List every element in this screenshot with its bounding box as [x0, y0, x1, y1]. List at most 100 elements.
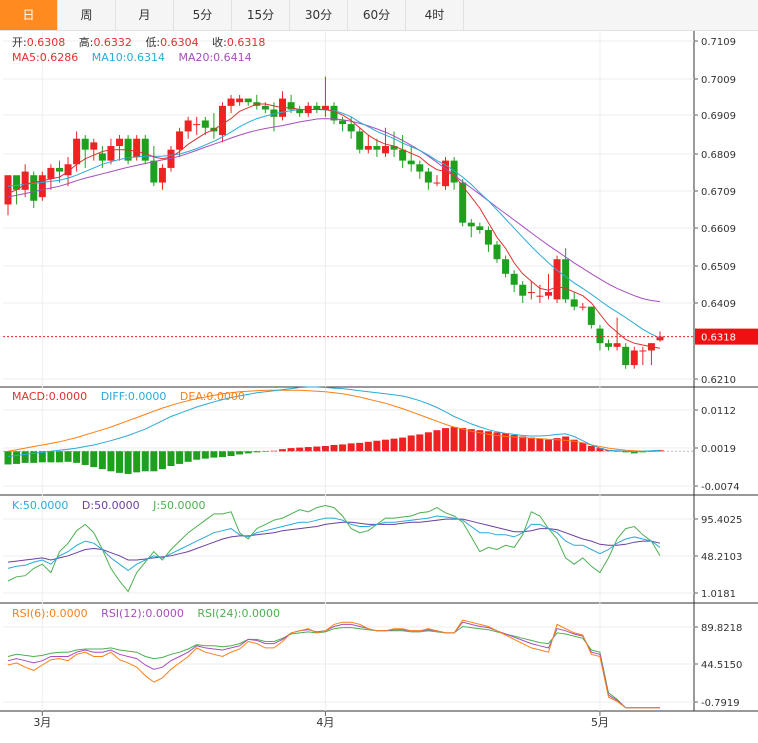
candle-body	[596, 328, 604, 344]
tab-period[interactable]: 周	[58, 0, 116, 30]
candle-body	[158, 167, 166, 183]
macd-histogram-bar	[98, 451, 106, 470]
macd-histogram-bar	[476, 430, 484, 452]
macd-histogram-bar	[630, 451, 638, 454]
candle-body	[433, 182, 441, 184]
dea-label: DEA:	[179, 390, 207, 403]
macd-histogram-bar	[167, 451, 175, 467]
candle-body	[510, 273, 518, 285]
candle-body	[347, 124, 355, 132]
candle-body	[244, 98, 252, 103]
candle-body	[484, 229, 492, 245]
candle-body	[630, 350, 638, 366]
candle-body	[201, 120, 209, 128]
candle-body	[544, 292, 552, 296]
candle-body	[467, 222, 475, 227]
macd-histogram-bar	[47, 451, 55, 463]
candle-body	[81, 138, 89, 150]
rsi-tick-label: 89.8218	[701, 623, 742, 634]
k-line	[7, 515, 661, 572]
candle-body	[562, 259, 570, 300]
macd-histogram-bar	[510, 434, 518, 452]
macd-histogram-bar	[502, 433, 510, 452]
ohlc-legend: 开:0.6308 高:0.6332 低:0.6304 收:0.6318	[12, 34, 275, 50]
price-tick-label: 0.7009	[701, 75, 736, 86]
tab-period[interactable]: 15分	[232, 0, 290, 30]
d-line	[7, 518, 661, 563]
macd-histogram-bar	[30, 451, 38, 463]
candle-body	[296, 109, 304, 114]
tab-period[interactable]: 30分	[290, 0, 348, 30]
price-tick-label: 0.6909	[701, 111, 736, 122]
macd-histogram-bar	[562, 436, 570, 452]
tab-period[interactable]: 5分	[174, 0, 232, 30]
candle-body	[553, 259, 561, 300]
macd-histogram-bar	[613, 451, 621, 452]
d-value: 50.0000	[94, 499, 140, 512]
candle-body	[47, 167, 55, 179]
candle-body	[141, 138, 149, 161]
rsi12-value: 0.0000	[145, 607, 184, 620]
macd-histogram-bar	[116, 451, 124, 473]
rsi12-line	[7, 621, 660, 709]
macd-histogram-bar	[587, 446, 595, 452]
rsi6-line	[7, 619, 660, 709]
candle-body	[399, 149, 407, 161]
ma10-value: 0.6314	[126, 51, 165, 64]
candle-body	[536, 295, 544, 297]
macd-histogram-bar	[21, 451, 29, 463]
candle-body	[424, 171, 432, 183]
ma10-line	[7, 109, 661, 339]
macd-tick-label: -0.0074	[701, 482, 740, 493]
tab-period[interactable]: 4时	[406, 0, 464, 30]
macd-histogram-bar	[373, 440, 381, 452]
d-label: D:	[81, 499, 95, 512]
candle-body	[622, 346, 630, 366]
candle-body	[116, 138, 124, 147]
kdj-legend: K:50.0000 D:50.0000 J:50.0000	[12, 499, 216, 512]
rsi6-label: RSI(6):	[12, 607, 50, 620]
macd-histogram-bar	[424, 432, 432, 452]
macd-histogram-bar	[64, 451, 72, 462]
kdj-tick-label: 48.2103	[701, 552, 742, 563]
macd-histogram-bar	[210, 451, 218, 458]
candle-body	[330, 105, 338, 121]
price-tick-label: 0.6609	[701, 224, 736, 235]
price-tick-label: 0.6509	[701, 262, 736, 273]
macd-histogram-bar	[459, 428, 467, 452]
close-label: 收:	[212, 36, 227, 49]
candle-body	[287, 102, 295, 110]
candle-body	[227, 98, 235, 106]
tab-period[interactable]: 月	[116, 0, 174, 30]
tab-period[interactable]: 日	[0, 0, 58, 30]
macd-histogram-bar	[467, 429, 475, 452]
macd-histogram-bar	[442, 428, 450, 452]
macd-histogram-bar	[605, 450, 613, 452]
candle-body	[570, 299, 578, 307]
macd-histogram-bar	[270, 450, 278, 452]
kline-chart[interactable]: 3月 4月 5月 0.7109 0.7009 0.6909 0.6809 0.6709 0.66…	[0, 30, 758, 743]
open-label: 开:	[12, 36, 27, 49]
low-value: 0.6304	[160, 36, 199, 49]
macd-histogram-bar	[570, 439, 578, 452]
tab-period[interactable]: 60分	[348, 0, 406, 30]
macd-histogram-bar	[407, 435, 415, 452]
candle-body	[30, 175, 38, 201]
macd-histogram-bar	[321, 446, 329, 452]
candle-body	[321, 105, 329, 110]
macd-histogram-bar	[244, 451, 252, 454]
candle-body	[133, 138, 141, 157]
macd-histogram-bar	[536, 438, 544, 452]
macd-histogram-bar	[339, 444, 347, 452]
macd-histogram-bar	[356, 442, 364, 452]
price-tick-label: 0.6409	[701, 299, 736, 310]
price-tick-label: 0.6210	[701, 375, 736, 386]
candle-body	[236, 98, 244, 103]
macd-histogram-bar	[399, 437, 407, 452]
ma20-value: 0.6414	[213, 51, 252, 64]
x-axis-label: 5月	[591, 716, 609, 729]
rsi-tick-label: -0.7919	[701, 698, 740, 709]
macd-histogram-bar	[73, 451, 81, 463]
macd-histogram-bar	[176, 451, 184, 464]
candle-body	[107, 146, 115, 161]
